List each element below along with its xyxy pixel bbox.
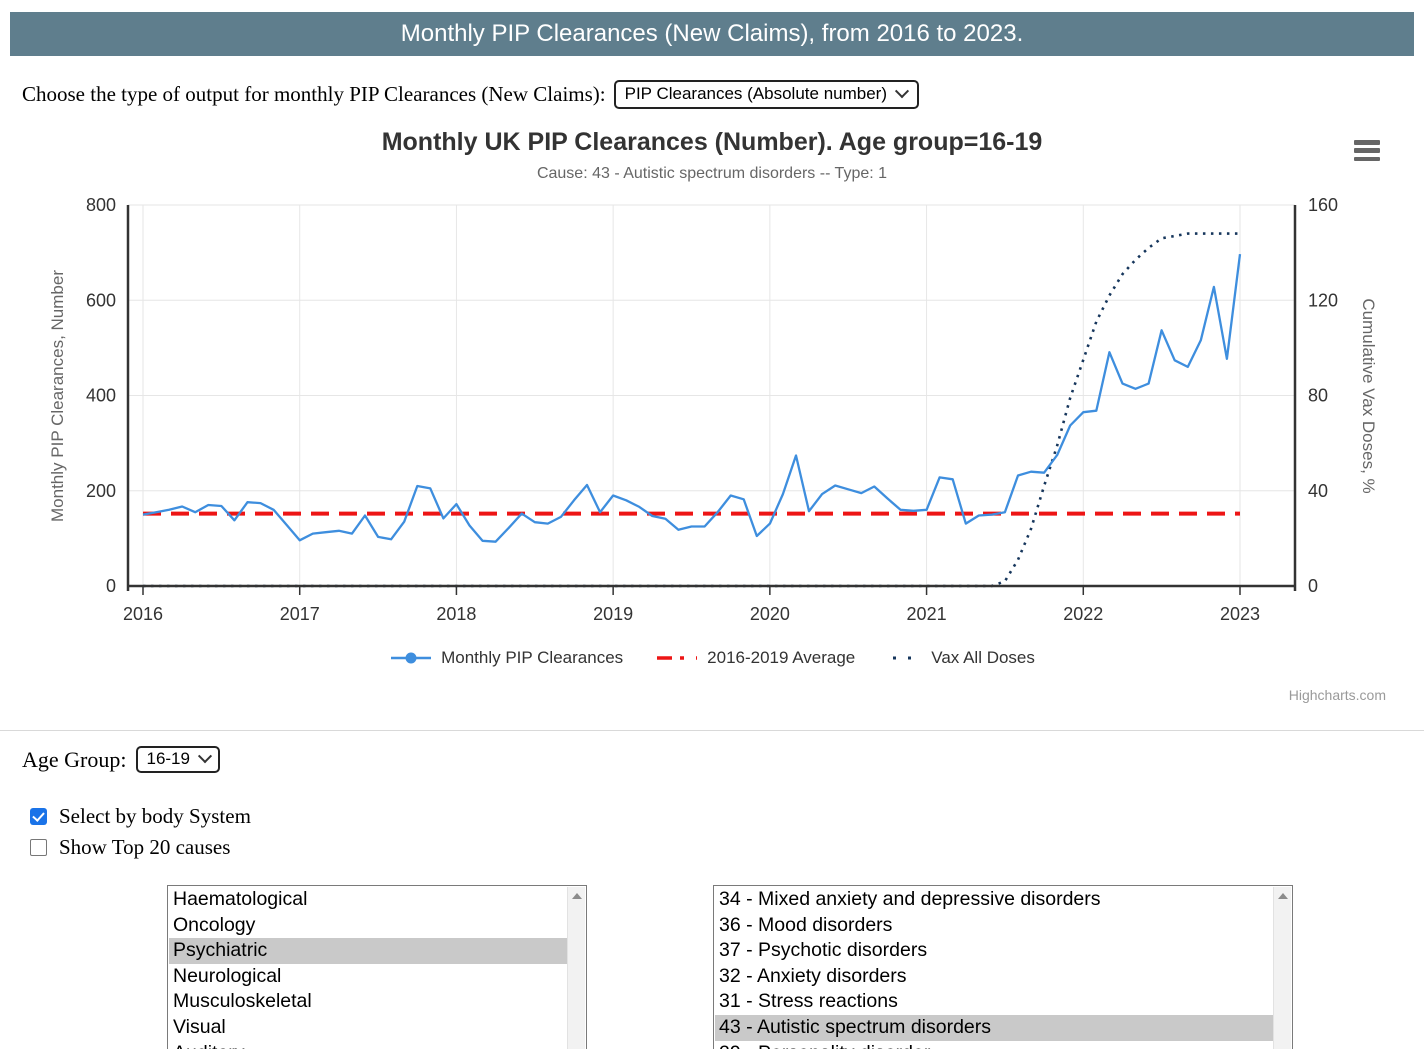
svg-text:400: 400 (86, 386, 116, 406)
legend-label: Vax All Doses (931, 648, 1035, 667)
list-item[interactable]: 43 - Autistic spectrum disorders (715, 1014, 1274, 1041)
list-item[interactable]: Psychiatric (169, 938, 568, 964)
svg-text:2021: 2021 (907, 604, 947, 624)
legend-marker-dotted-icon (893, 656, 920, 660)
y-axis-right-title: Cumulative Vax Doses, % (1359, 298, 1378, 494)
svg-text:2022: 2022 (1063, 604, 1103, 624)
show-top-20-causes-checkbox[interactable] (30, 839, 47, 856)
chart-subtitle: Cause: 43 - Autistic spectrum disorders … (536, 165, 888, 182)
list-item[interactable]: Neurological (173, 964, 282, 987)
body-system-listbox[interactable]: Haematological Oncology Psychiatric Neurolo… (167, 885, 587, 1049)
list-item[interactable]: Musculoskeletal (173, 990, 312, 1013)
list-item[interactable]: 32 - Anxiety disorders (719, 964, 907, 987)
y-axis-left-title: Monthly PIP Clearances, Number (48, 270, 67, 522)
svg-text:2017: 2017 (280, 604, 320, 624)
cause-listbox[interactable]: 34 - Mixed anxiety and depressive disord… (713, 885, 1293, 1049)
page-title-banner: Monthly PIP Clearances (New Claims), fro… (10, 12, 1414, 56)
age-group-value: 16-19 (146, 749, 190, 768)
svg-text:800: 800 (86, 195, 116, 215)
legend-item-vax-all-doses[interactable]: Vax All Doses (887, 648, 1035, 668)
series-monthly-line (142, 253, 1242, 543)
scroll-up-arrow-icon[interactable] (571, 893, 582, 899)
chevron-down-icon (894, 84, 910, 99)
highcharts-credit[interactable]: Highcharts.com (1288, 687, 1386, 703)
series-vax-line (143, 232, 1240, 588)
select-by-body-system-label: Select by body System (59, 804, 251, 828)
legend-marker-line-dot-icon (391, 652, 432, 664)
chart-svg: 0 200 400 600 800 0 40 80 120 160 2016 2017 2018 2019… (86, 195, 1338, 624)
show-top-20-causes-label: Show Top 20 causes (59, 835, 231, 859)
legend-label: Monthly PIP Clearances (441, 648, 624, 667)
legend-item-monthly-pip-clearances[interactable]: Monthly PIP Clearances (389, 648, 623, 668)
legend-marker-dashed-icon (657, 656, 698, 660)
svg-text:120: 120 (1308, 290, 1338, 310)
list-item[interactable]: 34 - Mixed anxiety and depressive disord… (719, 888, 1101, 910)
select-by-body-system-checkbox[interactable] (30, 808, 47, 825)
svg-text:600: 600 (86, 290, 116, 310)
scrollbar[interactable] (567, 887, 585, 1049)
svg-text:2020: 2020 (750, 604, 790, 624)
divider (0, 730, 1424, 731)
svg-text:160: 160 (1308, 195, 1338, 215)
svg-text:80: 80 (1308, 386, 1328, 406)
list-item[interactable]: Oncology (173, 913, 256, 936)
list-item[interactable]: Visual (173, 1015, 226, 1038)
svg-text:0: 0 (1308, 576, 1318, 596)
output-type-value: PIP Clearances (Absolute number) (624, 84, 887, 103)
age-group-label: Age Group: (22, 746, 127, 772)
list-item[interactable]: 29 - Personality disorder (715, 1041, 1274, 1049)
scroll-up-arrow-icon[interactable] (1277, 893, 1288, 899)
legend-item-average[interactable]: 2016-2019 Average (655, 648, 855, 668)
legend-label: 2016-2019 Average (707, 648, 856, 667)
output-type-label: Choose the type of output for monthly PI… (22, 82, 606, 106)
page-title: Monthly PIP Clearances (New Claims), fro… (400, 20, 1024, 47)
list-item[interactable]: Haematological (173, 888, 308, 910)
svg-text:2019: 2019 (593, 604, 633, 624)
list-item[interactable]: 31 - Stress reactions (719, 990, 898, 1013)
scrollbar[interactable] (1273, 887, 1291, 1049)
list-item[interactable]: Auditory (169, 1041, 568, 1049)
chart-title: Monthly UK PIP Clearances (Number). Age … (381, 128, 1043, 156)
svg-text:2018: 2018 (436, 604, 476, 624)
svg-text:0: 0 (106, 576, 116, 596)
chart-menu-hamburger-icon[interactable] (1354, 140, 1380, 161)
list-item[interactable]: 37 - Psychotic disorders (719, 939, 928, 962)
output-type-select[interactable]: PIP Clearances (Absolute number) (613, 80, 919, 109)
chart-legend: Monthly PIP Clearances 2016-2019 Average… (10, 648, 1414, 668)
svg-text:2016: 2016 (123, 604, 163, 624)
svg-text:200: 200 (86, 481, 116, 501)
list-item[interactable]: 36 - Mood disorders (719, 913, 893, 936)
age-group-select[interactable]: 16-19 (136, 746, 220, 773)
chevron-down-icon (197, 749, 213, 764)
svg-text:2023: 2023 (1220, 604, 1260, 624)
svg-text:40: 40 (1308, 481, 1328, 501)
chart-container: Monthly UK PIP Clearances (Number). Age … (10, 120, 1414, 720)
